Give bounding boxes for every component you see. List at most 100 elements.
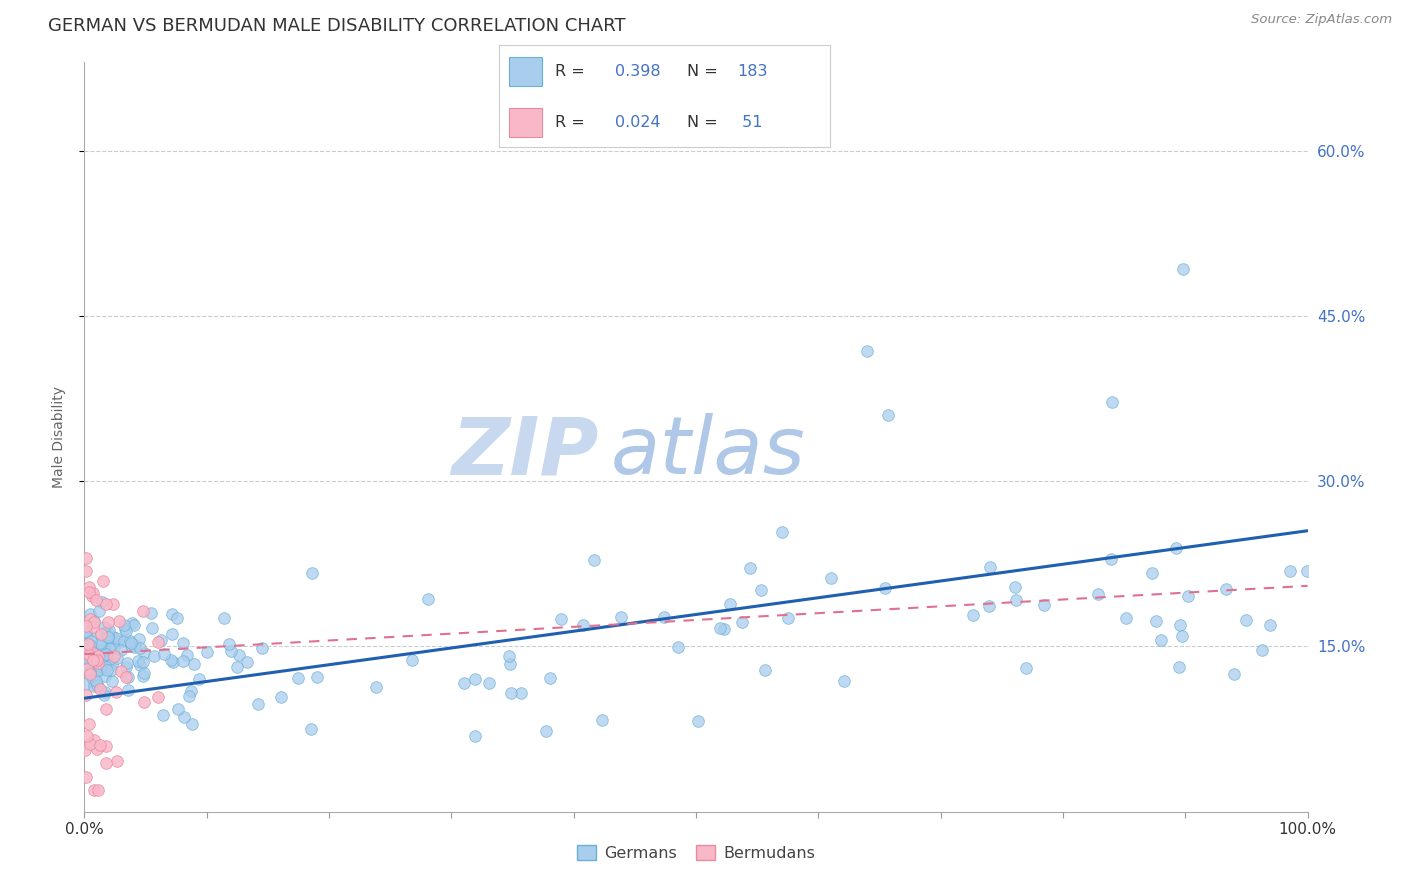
Point [77,580,100,594]
Point [89,682,111,697]
Point [114,622,136,636]
Point [97,630,120,644]
Y-axis label: Male Disability: Male Disability [52,386,66,488]
Point [666,640,689,655]
Point [90,637,112,651]
Point [1144,614,1167,628]
Point [114,670,136,684]
Point [100,663,122,677]
Point [96,663,118,677]
Point [100,674,122,689]
Point [875,581,897,595]
Point [740,561,762,575]
Point [79,612,101,626]
Text: 0.398: 0.398 [614,63,661,78]
Point [87,604,110,618]
Point [1215,582,1237,596]
Point [176,648,198,662]
Point [75,677,97,691]
Point [91,595,114,609]
Point [76,636,98,650]
Point [152,708,174,723]
Point [180,717,202,731]
Point [89,628,111,642]
Point [86,782,108,797]
Point [93,669,115,683]
Point [82,672,104,686]
Point [1171,628,1194,642]
Point [1250,643,1272,657]
Point [100,651,122,665]
Point [93,688,115,702]
Point [146,635,169,649]
Point [250,641,273,656]
Point [139,607,162,621]
Point [86,742,108,756]
Point [132,695,155,709]
Point [79,607,101,622]
Point [79,667,101,681]
Point [416,591,439,606]
Point [110,664,132,678]
Point [96,756,118,771]
Point [103,641,125,656]
Point [73,743,96,757]
Point [1099,551,1122,566]
Point [75,624,97,638]
Point [287,671,309,685]
Point [538,671,561,685]
Point [97,615,120,630]
Point [173,710,195,724]
Point [90,659,112,673]
Point [76,625,98,640]
Point [1295,564,1317,578]
Point [83,614,105,628]
Point [96,624,118,638]
Point [749,582,772,597]
Point [89,636,111,650]
Point [501,685,523,699]
Text: 0.024: 0.024 [614,115,661,130]
Point [832,673,855,688]
Point [183,657,205,672]
Point [118,634,141,648]
Point [499,657,522,671]
Point [96,628,118,642]
Point [94,651,117,665]
Point [247,697,270,711]
Point [187,673,209,687]
Point [754,663,776,677]
Point [73,637,96,651]
Point [127,654,149,668]
Point [132,646,155,660]
Point [226,660,249,674]
Point [166,701,188,715]
Point [464,672,486,686]
Point [977,599,1000,614]
Point [128,632,150,646]
Point [93,620,115,634]
Point [86,652,108,666]
Point [79,665,101,680]
Point [1173,261,1195,276]
Point [876,408,898,422]
Point [96,647,118,661]
Point [83,679,105,693]
Point [1234,613,1257,627]
Point [75,564,97,578]
Point [572,618,595,632]
Point [112,634,135,648]
Point [97,630,120,644]
Point [87,679,110,693]
Point [299,722,322,736]
Point [90,644,112,658]
Point [98,647,121,661]
Point [162,626,184,640]
Point [228,648,250,662]
Point [82,664,104,678]
Text: atlas: atlas [610,413,806,491]
Point [132,665,155,680]
Legend: Germans, Bermudans: Germans, Bermudans [571,839,821,867]
Point [305,670,328,684]
Point [83,782,105,797]
